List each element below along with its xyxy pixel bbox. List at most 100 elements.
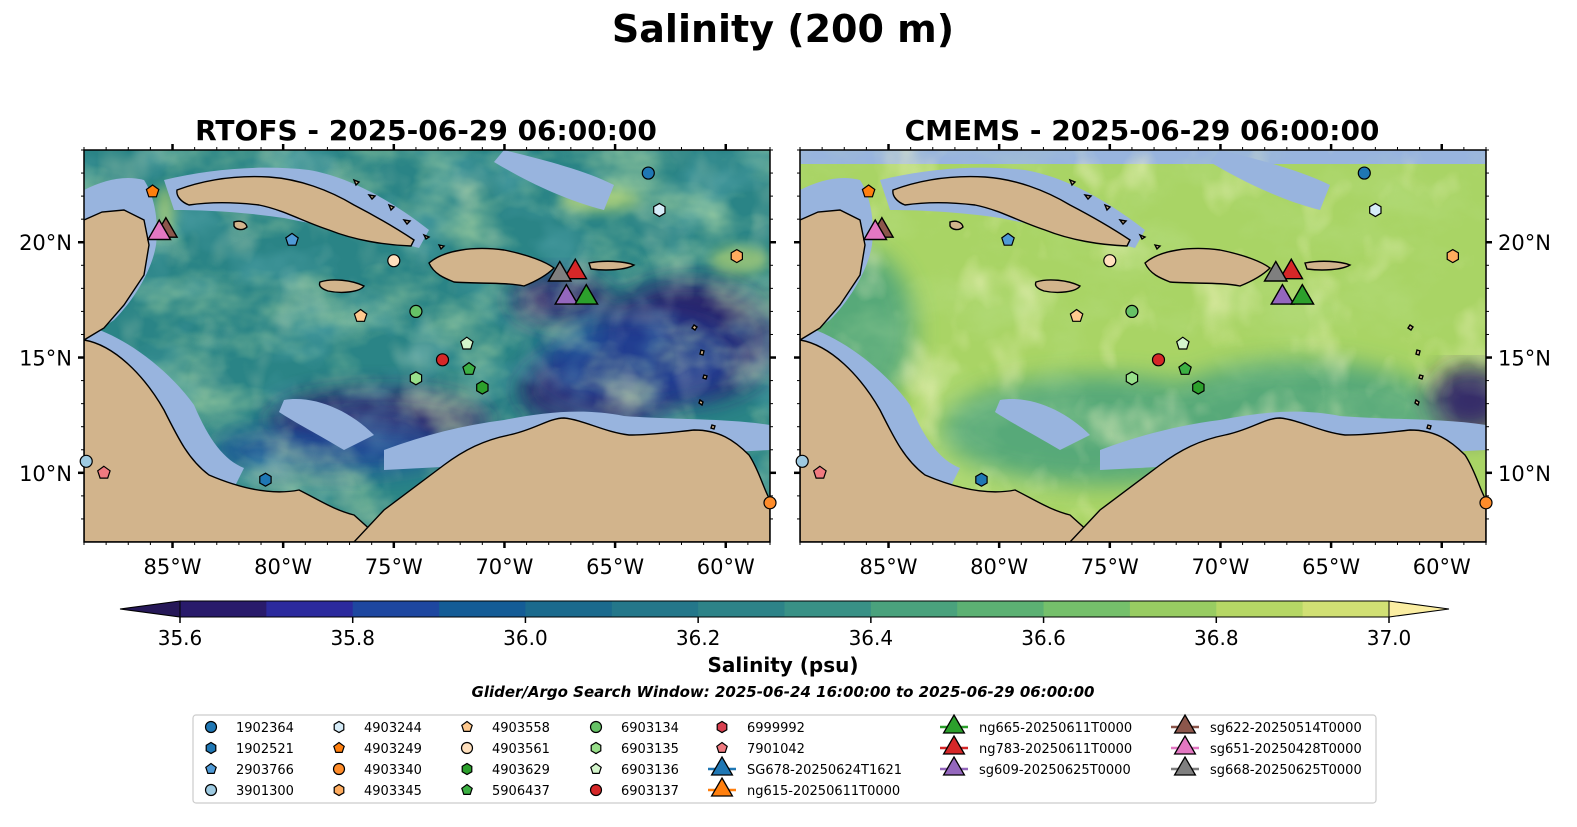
legend-label: sg609-20250625T0000 [979, 763, 1131, 778]
legend-label: 4903244 [364, 721, 422, 736]
colorbar-tick-label: 36.6 [1021, 626, 1066, 650]
float-marker-2903766 [1001, 232, 1015, 246]
float-marker-4903244 [1369, 202, 1382, 218]
figure-suptitle: Salinity (200 m) [612, 7, 954, 51]
legend-box [192, 714, 1377, 804]
legend-label: 6999992 [747, 721, 805, 736]
observation-markers [795, 166, 1493, 510]
legend-label: 4903340 [364, 763, 422, 778]
colorbar-segment [266, 601, 354, 617]
legend-float-marker [333, 720, 345, 734]
colorbar-tick-label: 37.0 [1367, 626, 1412, 650]
float-marker-6903135 [409, 371, 423, 386]
float-marker-3901300 [795, 454, 809, 468]
lat-tick-label: 15°N [1498, 347, 1551, 371]
float-marker-4903249 [861, 184, 876, 198]
legend-glider-marker [942, 713, 966, 734]
legend-label: 4903345 [364, 784, 422, 799]
legend-glider-marker [1173, 755, 1197, 776]
float-marker-4903345 [730, 248, 743, 264]
colorbar-tick-label: 36.4 [849, 626, 894, 650]
axis-ticks: 85°W 80°W 75°W 70°W 65°W 60°W 20°N 15°N 10°N [794, 144, 1551, 579]
legend-label: 4903558 [492, 721, 550, 736]
float-marker-6903137 [1151, 353, 1166, 367]
lon-tick-label: 70°W [475, 555, 533, 579]
colorbar-tick-label: 36.0 [503, 626, 548, 650]
rtofs-map-panel: 85°W 80°W 75°W 70°W 65°W 60°W 20°N 15°N 10°N [19, 144, 777, 579]
float-marker-6903136 [459, 336, 474, 350]
glider-marker-sg609-20250625T0000 [1269, 283, 1295, 305]
colorbar-segment [180, 601, 267, 617]
float-marker-4903629 [476, 380, 489, 395]
float-marker-1902364 [1357, 166, 1371, 180]
legend-float-marker [332, 762, 346, 776]
float-marker-4903244 [653, 202, 666, 218]
float-marker-4903345 [1446, 248, 1459, 264]
panel-title-cmems: CMEMS - 2025-06-29 06:00:00 [905, 114, 1380, 147]
glider-marker-sg651-20250428T0000 [146, 218, 172, 241]
colorbar-segment [611, 601, 699, 617]
float-marker-4903340 [1479, 496, 1493, 510]
observation-markers [79, 166, 777, 510]
legend-label: 6903136 [621, 763, 679, 778]
float-marker-5906437 [1178, 361, 1192, 375]
colorbar-segment [1129, 601, 1217, 617]
lon-tick-label: 75°W [1081, 555, 1139, 579]
legend-label: 2903766 [236, 763, 294, 778]
lat-tick-label: 15°N [19, 347, 72, 371]
colorbar: 35.6 35.8 36.0 36.2 36.4 36.6 36.8 37.0 [119, 600, 1450, 650]
colorbar-tick-label: 35.6 [158, 626, 203, 650]
lat-tick-label: 20°N [1498, 231, 1551, 255]
legend-label: 4903249 [364, 742, 422, 757]
glider-marker-sg668-20250625T0000 [1263, 260, 1289, 282]
lon-tick-label: 65°W [586, 555, 644, 579]
float-marker-3901300 [79, 454, 93, 468]
legend-float-marker [716, 741, 728, 753]
colorbar-segment [1216, 601, 1304, 617]
float-marker-6903136 [1175, 336, 1190, 350]
legend-float-marker [205, 762, 217, 774]
legend-glider-marker [942, 755, 966, 776]
colorbar-segment [784, 601, 872, 617]
lon-tick-label: 70°W [1191, 555, 1249, 579]
legend-label: 3901300 [236, 784, 294, 799]
float-marker-4903340 [763, 496, 777, 510]
colorbar-tick-label: 36.8 [1194, 626, 1239, 650]
legend-float-marker [204, 783, 218, 797]
panel-title-rtofs: RTOFS - 2025-06-29 06:00:00 [195, 114, 657, 147]
colorbar-segment [525, 601, 613, 617]
glider-marker-sg651-20250428T0000 [862, 218, 888, 241]
lat-tick-label: 10°N [19, 462, 72, 486]
float-marker-2903766 [285, 232, 299, 246]
colorbar-segment [957, 601, 1045, 617]
legend-glider-marker [1173, 734, 1197, 755]
map-frame [83, 149, 771, 543]
lon-tick-label: 80°W [254, 555, 312, 579]
legend-float-marker [460, 741, 474, 755]
legend-label: 5906437 [492, 784, 550, 799]
legend-float-marker [716, 720, 728, 734]
colorbar-under-extend [119, 600, 181, 618]
lon-tick-label: 75°W [365, 555, 423, 579]
float-marker-4903558 [1069, 308, 1084, 322]
float-marker-1902364 [641, 166, 655, 180]
lat-tick-label: 10°N [1498, 462, 1551, 486]
legend-glider-marker [710, 755, 734, 776]
map-frame [799, 149, 1487, 543]
legend-float-marker [205, 741, 217, 755]
glider-marker-ng783-20250611T0000 [562, 257, 588, 280]
legend-float-marker [461, 762, 473, 776]
legend-label: 6903137 [621, 784, 679, 799]
legend-label: sg651-20250428T0000 [1210, 742, 1362, 757]
lat-tick-label: 20°N [19, 231, 72, 255]
lon-tick-label: 65°W [1302, 555, 1360, 579]
legend-label: 4903629 [492, 763, 550, 778]
cmems-map-panel: 85°W 80°W 75°W 70°W 65°W 60°W 20°N 15°N 10°N [794, 144, 1551, 579]
glider-marker-sg668-20250625T0000 [547, 260, 573, 282]
float-marker-1902521 [259, 472, 272, 487]
float-marker-6903135 [1125, 371, 1139, 386]
legend-label: ng615-20250611T0000 [747, 784, 900, 799]
float-marker-7901042 [96, 465, 111, 479]
glider-marker-ng665-20250611T0000 [1289, 283, 1315, 305]
float-marker-4903561 [387, 254, 401, 268]
